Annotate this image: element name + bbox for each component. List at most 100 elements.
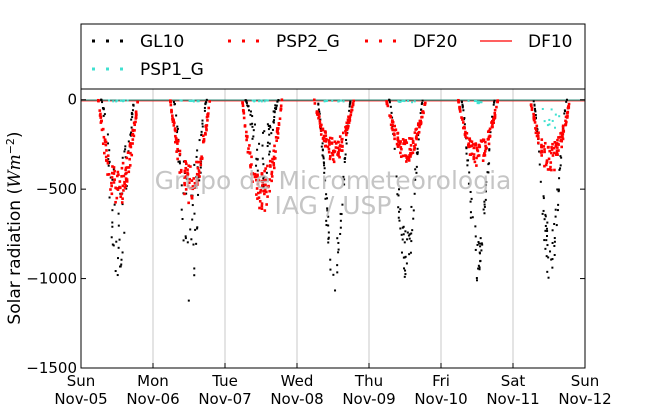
- series-df20-point: [246, 135, 249, 138]
- series-psp2g-point: [470, 140, 474, 144]
- series-gl10-point: [189, 228, 192, 231]
- series-psp2g-point: [272, 157, 276, 161]
- series-df20-point: [280, 98, 284, 102]
- series-df20-point: [340, 138, 343, 141]
- series-gl10-point: [395, 175, 398, 178]
- series-psp2g-point: [110, 176, 114, 179]
- series-gl10-point: [410, 240, 413, 243]
- series-psp2g-point: [190, 195, 194, 198]
- series-psp2g-point: [534, 127, 537, 130]
- series-df20-point: [555, 149, 559, 152]
- series-psp2g-point: [272, 155, 276, 159]
- series-df20-point: [195, 179, 199, 183]
- series-gl10-point: [397, 194, 400, 197]
- series-df20-point: [264, 178, 268, 182]
- series-gl10-point: [532, 100, 535, 103]
- series-gl10-point: [420, 108, 423, 111]
- series-psp2g-point: [336, 146, 340, 150]
- series-psp2g-point: [105, 149, 108, 152]
- series-psp2g-point: [396, 145, 400, 148]
- series-gl10-point: [131, 116, 134, 119]
- series-psp2g-point: [344, 129, 347, 133]
- series-gl10-point: [551, 241, 554, 244]
- legend-marker: [256, 39, 259, 43]
- legend-label: DF20: [413, 32, 458, 52]
- series-psp1g-point: [407, 100, 410, 103]
- series-df20-point: [199, 157, 203, 161]
- series-psp2g-point: [413, 131, 417, 134]
- series-gl10-point: [545, 235, 548, 238]
- series-df20-point: [338, 148, 341, 151]
- series-gl10-point: [327, 215, 330, 218]
- series-gl10-point: [116, 257, 119, 260]
- series-psp2g-point: [270, 175, 274, 178]
- series-gl10-point: [483, 200, 486, 203]
- series-gl10-point: [421, 101, 424, 104]
- series-gl10-point: [269, 126, 272, 129]
- series-psp2g-point: [534, 128, 538, 132]
- x-tick-label-day: Wed: [281, 372, 314, 390]
- series-df20-point: [249, 165, 252, 169]
- series-gl10-point: [274, 107, 277, 110]
- series-df20-point: [122, 174, 126, 178]
- series-gl10-point: [277, 99, 280, 102]
- series-psp1g-point: [180, 99, 183, 102]
- series-df20-point: [468, 145, 472, 148]
- series-df20-point: [131, 128, 135, 132]
- series-df20-point: [345, 126, 348, 130]
- series-gl10-point: [194, 184, 197, 187]
- series-gl10-point: [484, 198, 487, 201]
- series-gl10-point: [536, 130, 539, 133]
- series-df20-point: [97, 99, 100, 102]
- series-df20-point: [249, 164, 252, 167]
- series-df20-point: [275, 139, 278, 142]
- series-psp2g-point: [208, 100, 212, 103]
- series-gl10-point: [178, 160, 181, 163]
- series-psp2g-point: [260, 184, 264, 187]
- series-psp2g-point: [324, 131, 327, 134]
- series-df20-point: [476, 148, 479, 152]
- series-gl10-point: [255, 157, 258, 160]
- series-psp2g-point: [263, 209, 267, 212]
- series-df20-point: [551, 142, 554, 146]
- series-gl10-point: [204, 103, 207, 106]
- series-gl10-point: [544, 229, 547, 232]
- series-psp2g-point: [186, 168, 189, 172]
- series-df20-point: [124, 168, 127, 172]
- series-df20-point: [121, 184, 125, 188]
- series-psp2g-point: [107, 173, 111, 176]
- series-df20-point: [183, 176, 186, 179]
- series-psp2g-point: [190, 196, 194, 200]
- series-df20-point: [116, 170, 120, 174]
- series-df20-point: [263, 189, 267, 193]
- series-gl10-point: [251, 137, 254, 140]
- series-gl10-point: [402, 233, 405, 236]
- series-gl10-point: [203, 109, 206, 112]
- series-gl10-point: [107, 158, 110, 161]
- series-gl10-point: [403, 241, 406, 244]
- series-df20-point: [268, 189, 271, 193]
- series-df20-point: [346, 118, 350, 122]
- series-psp1g-point: [411, 101, 414, 104]
- series-psp2g-point: [179, 170, 183, 173]
- series-df20-point: [406, 157, 409, 161]
- series-psp2g-point: [241, 104, 245, 108]
- series-gl10-point: [546, 229, 549, 232]
- series-df20-point: [545, 161, 548, 165]
- series-df20-point: [556, 142, 560, 146]
- series-df20-point: [200, 156, 204, 160]
- series-df20-point: [260, 204, 264, 208]
- series-psp2g-point: [131, 138, 135, 141]
- series-gl10-point: [407, 234, 410, 237]
- series-gl10-point: [408, 237, 411, 240]
- series-gl10-point: [196, 227, 199, 230]
- series-gl10-point: [114, 270, 117, 273]
- series-df20-point: [347, 115, 350, 119]
- series-df20-point: [134, 113, 138, 117]
- series-df20-point: [330, 137, 334, 140]
- series-psp1g-point: [126, 99, 129, 102]
- series-psp2g-point: [134, 115, 138, 119]
- series-df20-point: [389, 115, 393, 119]
- series-df20-point: [195, 172, 199, 176]
- series-gl10-point: [488, 149, 491, 152]
